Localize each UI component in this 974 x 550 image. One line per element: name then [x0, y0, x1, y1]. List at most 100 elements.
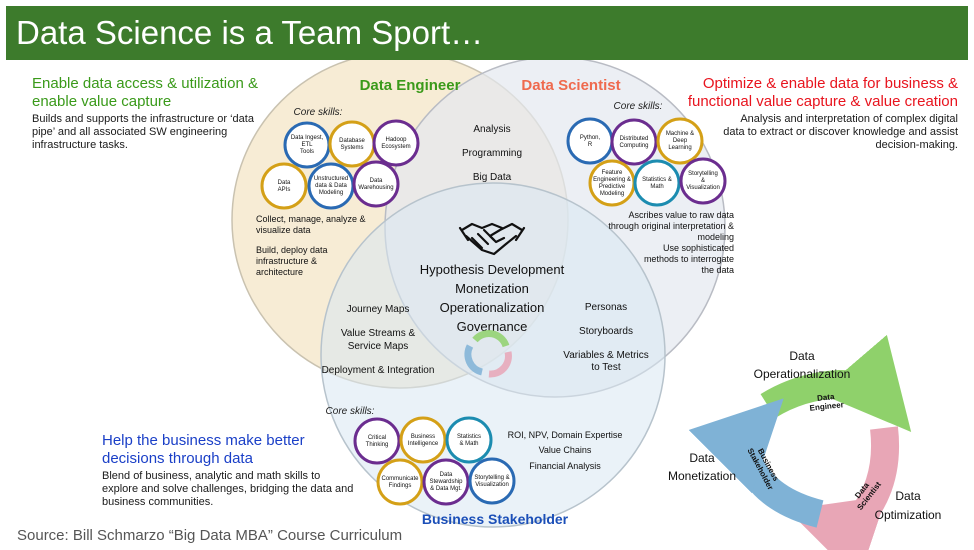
stakeholder-annotation-body: Blend of business, analytic and math ski…	[102, 470, 353, 509]
overlap-item: Value Streams & Service Maps	[341, 328, 416, 352]
engineer-task: Build, deploy data infrastructure & archit…	[256, 245, 328, 277]
stakeholder-task: ROI, NPV, Domain Expertise	[508, 430, 623, 440]
cycle-label-operationalization: Data Operationalization	[754, 349, 851, 381]
body-line: infrastructure tasks.	[32, 139, 128, 151]
scientist-task: Use sophisticated methods to interrogate t…	[644, 243, 734, 275]
overlap-item: Variables & Metrics to Test	[563, 350, 648, 373]
stakeholder-skill-label: Business Intelligence	[408, 434, 439, 447]
stakeholder-title: Business Stakeholder	[422, 511, 569, 527]
stakeholder-annotation: Help the business make better decisions …	[102, 432, 353, 509]
engineer-skill-label: Data Warehousing	[358, 178, 393, 191]
overlap-item: Programming	[462, 148, 522, 159]
stakeholder-skill-ring	[353, 417, 401, 465]
engineer-core-skills-label: Core skills:	[294, 107, 343, 118]
engineer-tasks: Collect, manage, analyze & visualize data…	[256, 214, 366, 277]
cycle-diagram: DataEngineer DataScientist BusinessStake…	[668, 334, 942, 550]
cycle-arrow-engineer	[760, 334, 912, 432]
stakeholder-skill-ring	[422, 458, 470, 506]
engineer-annotation-body: Builds and supports the infrastructure o…	[32, 113, 258, 152]
stakeholder-skill-ring	[468, 457, 516, 505]
center-item: Operationalization	[440, 300, 545, 315]
body-line: decision-making.	[875, 139, 958, 151]
overlap-engineer-scientist: Analysis Programming Big Data	[462, 124, 522, 183]
stakeholder-skill-label: Critical Thinking	[366, 435, 389, 448]
center-item: Hypothesis Development	[420, 262, 565, 277]
scientist-task: Ascribes value to raw data through origin…	[608, 210, 734, 242]
overlap-item: Storyboards	[579, 326, 633, 337]
stakeholder-skill-ring	[399, 416, 447, 464]
stakeholder-core-skills-label: Core skills:	[326, 406, 375, 417]
heading-line: Enable data access & utilization &	[32, 75, 258, 92]
engineer-skill-rings	[260, 119, 420, 210]
engineer-title: Data Engineer	[360, 77, 461, 94]
stakeholder-skill-rings	[353, 416, 516, 506]
scientist-skill-label: Storytelling & Visualization	[686, 171, 720, 191]
stakeholder-tasks: ROI, NPV, Domain Expertise Value Chains …	[508, 430, 623, 471]
engineer-skill-label: Hadoop Ecosystem	[381, 137, 410, 150]
body-line: data to extract or discover knowledge an…	[723, 126, 958, 138]
scientist-skill-rings	[566, 117, 727, 207]
cycle-arrow-engineer-label: DataEngineer	[808, 391, 844, 412]
engineer-skill-ring	[260, 162, 308, 210]
scientist-tasks: Ascribes value to raw data through origin…	[608, 210, 734, 275]
stakeholder-skill-ring	[445, 416, 493, 464]
overlap-engineer-stakeholder: Journey Maps Value Streams & Service Maps…	[322, 304, 435, 376]
heading-line: decisions through data	[102, 450, 253, 467]
heading-line: functional value capture & value creatio…	[687, 93, 958, 110]
scientist-skill-ring	[656, 117, 704, 165]
handshake-icon	[458, 222, 526, 256]
stakeholder-skill-label: Statistics & Math	[457, 434, 481, 447]
scientist-annotation: Optimize & enable data for business & fu…	[688, 75, 958, 152]
cycle-label-optimization: Data Optimization	[875, 489, 942, 522]
engineer-skill-label: Unstructured data & Data Modeling	[314, 176, 348, 196]
engineer-skill-ring	[352, 160, 400, 208]
stakeholder-annotation-heading: Help the business make better decisions …	[102, 432, 353, 468]
cycle-label-monetization: Data Monetization	[668, 451, 736, 483]
cycle-arrow-stakeholder	[688, 398, 824, 528]
scientist-skill-label: Statistics & Math	[642, 177, 672, 190]
stakeholder-skill-texts: Critical Thinking Business Intelligence St…	[366, 434, 510, 492]
stakeholder-skill-label: Communicate Findings	[381, 476, 419, 489]
body-line: Blend of business, analytic and math ski…	[102, 470, 321, 482]
scientist-skill-ring	[566, 117, 614, 165]
scientist-skill-ring	[588, 159, 636, 207]
overlap-item: Journey Maps	[347, 304, 410, 315]
scientist-skill-label: Machine & Deep Learning	[666, 131, 694, 151]
overlap-item: Analysis	[473, 124, 510, 135]
heading-line: Optimize & enable data for business &	[702, 75, 958, 92]
body-line: business communities.	[102, 496, 214, 508]
page-title: Data Science is a Team Sport…	[16, 14, 484, 51]
scientist-title: Data Scientist	[521, 77, 620, 94]
scientist-core-skills-label: Core skills:	[614, 101, 663, 112]
center-cycle-icon	[464, 330, 512, 378]
scientist-skill-ring	[633, 159, 681, 207]
body-line: explore and solve challenges, bridging t…	[102, 483, 354, 495]
engineer-skill-label: Database Systems	[339, 138, 365, 151]
stakeholder-skill-label: Storytelling & Visualization	[474, 475, 509, 488]
engineer-skill-ring	[328, 120, 376, 168]
overlap-scientist-stakeholder: Personas Storyboards Variables & Metrics…	[563, 302, 648, 373]
scientist-skill-label: Distributed Computing	[619, 136, 648, 149]
scientist-annotation-heading: Optimize & enable data for business & fu…	[688, 75, 958, 111]
center-item: Governance	[457, 319, 528, 334]
engineer-skill-texts: Data Ingest, ETL Tools Database Systems Had…	[278, 135, 411, 196]
scientist-skill-label: Python, R	[580, 135, 601, 148]
heading-line: enable value capture	[32, 93, 172, 110]
overlap-item: Big Data	[473, 172, 512, 183]
scientist-skill-texts: Python, R Distributed Computing Machine & D…	[580, 131, 720, 197]
center-item: Monetization	[455, 281, 529, 296]
source-caption: Source: Bill Schmarzo “Big Data MBA” Cou…	[17, 527, 403, 544]
heading-line: Help the business make better	[102, 432, 305, 449]
overlap-item: Deployment & Integration	[322, 365, 435, 376]
engineer-annotation-heading: Enable data access & utilization & enabl…	[32, 75, 258, 111]
body-line: Analysis and interpretation of complex d…	[740, 113, 958, 125]
engineer-annotation: Enable data access & utilization & enabl…	[32, 75, 258, 152]
stakeholder-task: Value Chains	[539, 445, 592, 455]
overlap-item: Personas	[585, 302, 627, 313]
stakeholder-skill-ring	[376, 458, 424, 506]
body-line: Builds and supports the infrastructure o…	[32, 113, 254, 125]
stakeholder-skill-label: Data Stewardship & Data Mgt.	[429, 472, 463, 492]
body-line: pipe’ and all associated SW engineering	[32, 126, 228, 138]
